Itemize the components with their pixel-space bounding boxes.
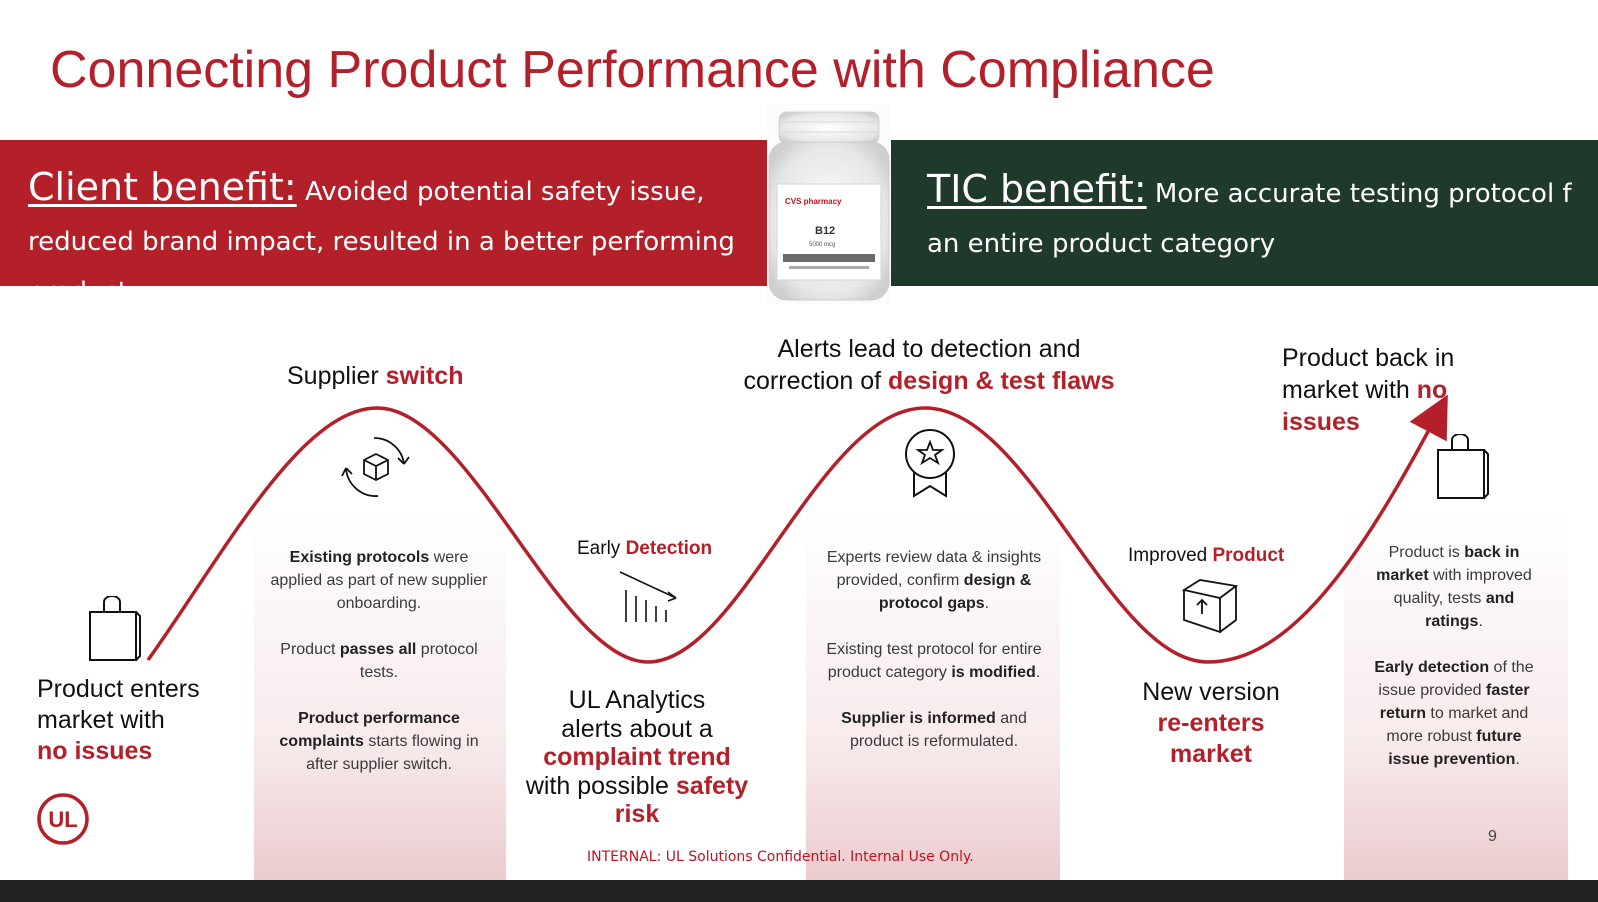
reenter-line-3-red: market bbox=[1170, 740, 1252, 768]
col2-paragraph-3: Supplier is informed and product is refo… bbox=[841, 710, 1027, 750]
supplier-switch-label: Supplier switch bbox=[287, 362, 463, 391]
early-plain: Early bbox=[577, 538, 626, 559]
tic-benefit-text-line1: More accurate testing protocol f bbox=[1154, 179, 1572, 209]
reenter-line-1: New version bbox=[1142, 678, 1280, 706]
col1-paragraph-3: Product performance complaints starts fl… bbox=[279, 710, 479, 773]
client-benefit-heading: Client benefit: bbox=[28, 165, 297, 209]
early-detection-chart-icon bbox=[619, 571, 677, 622]
product-enters-label: Product enters market with no issues bbox=[37, 674, 200, 767]
back-line-1: Product back in bbox=[1282, 344, 1455, 372]
enter-line-1: Product enters bbox=[37, 675, 200, 703]
col3-paragraph-1: Product is back in market with improved … bbox=[1376, 544, 1532, 630]
alerts-detection-label: Alerts lead to detection and correction … bbox=[706, 333, 1152, 397]
analytics-line-4-plain: with possible bbox=[525, 771, 676, 800]
back-line-3-red: issues bbox=[1282, 408, 1360, 436]
supplier-label-red: switch bbox=[385, 362, 464, 390]
enter-line-3-red: no issues bbox=[37, 737, 153, 765]
page-number: 9 bbox=[1488, 828, 1497, 845]
client-benefit-text: Avoided potential safety issue, reduced … bbox=[28, 177, 735, 307]
col2-paragraph-2: Existing test protocol for entire produc… bbox=[826, 641, 1042, 681]
column-bg-1 bbox=[254, 510, 506, 902]
analytics-line-3-red: complaint trend bbox=[543, 743, 731, 771]
enter-line-2: market with bbox=[37, 706, 165, 734]
analytics-alert-label: UL Analytics alerts about a complaint tr… bbox=[506, 686, 768, 829]
new-version-label: New version re-enters market bbox=[1100, 677, 1322, 770]
tic-benefit-heading: TIC benefit: bbox=[927, 167, 1147, 211]
product-back-label: Product back in market with no issues bbox=[1282, 342, 1454, 438]
shopping-bag-icon-2 bbox=[1437, 434, 1489, 499]
column-bg-3 bbox=[1344, 510, 1568, 902]
ul-logo-text: UL bbox=[48, 807, 77, 832]
col2-paragraph-1: Experts review data & insights provided,… bbox=[826, 549, 1042, 612]
column-2-text: Experts review data & insights provided,… bbox=[820, 546, 1048, 753]
col1-paragraph-1: Existing protocols were applied as part … bbox=[270, 549, 488, 612]
back-line-2-plain: market with bbox=[1282, 376, 1417, 404]
alerts-line-2-plain: correction of bbox=[743, 367, 889, 395]
client-benefit-band: Client benefit: Avoided potential safety… bbox=[0, 140, 785, 307]
early-detection-label: Early Detection bbox=[577, 538, 712, 560]
col1-paragraph-2: Product passes all protocol tests. bbox=[280, 641, 478, 681]
supplier-label-plain: Supplier bbox=[287, 362, 386, 390]
vitamin-bottle-image: CVS pharmacy B12 5000 mcg bbox=[767, 104, 891, 304]
bottle-product: B12 bbox=[815, 225, 835, 237]
analytics-line-1: UL Analytics bbox=[568, 686, 706, 714]
analytics-line-2: alerts about a bbox=[561, 714, 713, 743]
alerts-line-2-red: design & test flaws bbox=[888, 367, 1115, 395]
bottle-dose: 5000 mcg bbox=[809, 242, 835, 248]
page-title: Connecting Product Performance with Comp… bbox=[50, 41, 1215, 99]
column-bg-2 bbox=[806, 510, 1060, 902]
product-box-icon bbox=[1181, 579, 1239, 634]
reenter-line-2-red: re-enters bbox=[1157, 709, 1265, 737]
improved-red: Product bbox=[1212, 545, 1285, 566]
bottom-strip bbox=[0, 880, 1598, 902]
confidential-footer: INTERNAL: UL Solutions Confidential. Int… bbox=[587, 849, 974, 865]
analytics-line-5-red: risk bbox=[614, 800, 660, 828]
supplier-switch-cube-icon bbox=[341, 437, 410, 497]
column-3-text: Product is back in market with improved … bbox=[1368, 541, 1540, 771]
improved-plain: Improved bbox=[1128, 545, 1213, 566]
award-badge-icon bbox=[905, 429, 955, 498]
column-1-text: Existing protocols were applied as part … bbox=[268, 546, 490, 776]
improved-product-label: Improved Product bbox=[1128, 545, 1284, 567]
bottle-brand: CVS pharmacy bbox=[785, 197, 842, 206]
tic-benefit-text-line2: an entire product category bbox=[927, 229, 1276, 259]
tic-benefit-band: TIC benefit: More accurate testing proto… bbox=[785, 140, 1598, 286]
analytics-line-4-red: safety bbox=[675, 771, 749, 800]
alerts-line-1: Alerts lead to detection and bbox=[777, 335, 1081, 363]
col3-paragraph-2: Early detection of the issue provided fa… bbox=[1374, 659, 1534, 768]
early-red: Detection bbox=[625, 538, 713, 559]
shopping-bag-icon bbox=[89, 596, 141, 661]
back-line-2-red: no bbox=[1416, 376, 1448, 404]
ul-logo: UL bbox=[37, 793, 89, 845]
